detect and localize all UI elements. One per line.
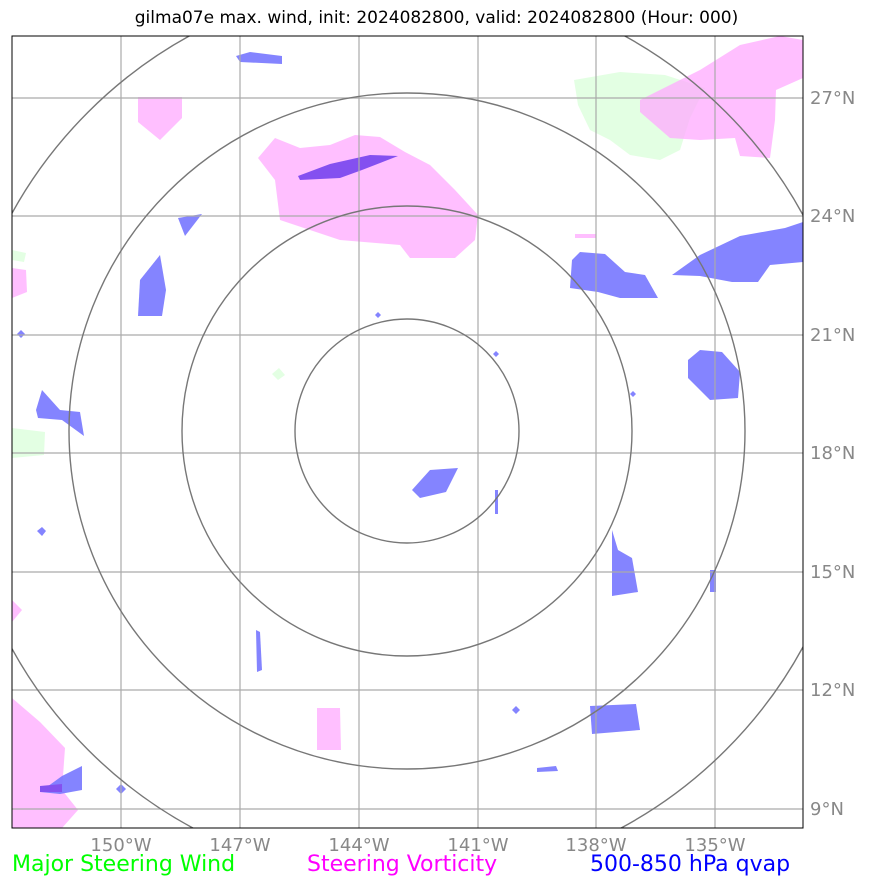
qvap-area	[375, 312, 381, 318]
lat-tick-label: 9°N	[810, 799, 844, 820]
qvap-area	[612, 530, 638, 596]
vorticity-area	[12, 268, 27, 298]
qvap-areas	[17, 52, 803, 794]
lat-tick-labels: 27°N 24°N 21°N 18°N 15°N 12°N 9°N	[810, 88, 855, 820]
lat-tick-label: 12°N	[810, 680, 855, 701]
legend-steering-wind: Major Steering Wind	[12, 852, 236, 877]
vorticity-area	[138, 97, 182, 140]
range-ring	[294, 318, 520, 544]
qvap-area	[37, 527, 46, 536]
range-ring	[181, 205, 633, 657]
lat-tick-label: 15°N	[810, 562, 855, 583]
qvap-area	[688, 350, 740, 400]
qvap-area	[495, 490, 498, 514]
qvap-area	[17, 330, 25, 338]
qvap-area	[36, 390, 84, 436]
vorticity-area	[317, 708, 341, 750]
wind-area	[272, 368, 285, 380]
lon-tick-label: 141°W	[447, 835, 508, 856]
lat-lon-grid	[12, 36, 803, 828]
vorticity-area	[575, 234, 596, 238]
qvap-area	[256, 630, 262, 672]
map-panel	[11, 35, 804, 829]
qvap-area	[298, 155, 398, 180]
range-ring	[68, 92, 746, 770]
qvap-area	[412, 468, 458, 498]
map-title: gilma07e max. wind, init: 2024082800, va…	[134, 8, 739, 28]
lat-tick-label: 21°N	[810, 325, 855, 346]
vorticity-area	[12, 600, 22, 622]
qvap-area	[590, 704, 640, 734]
legend-steering-vorticity: Steering Vorticity	[307, 852, 498, 877]
lon-tick-label: 150°W	[90, 835, 151, 856]
wind-area	[12, 428, 45, 458]
lon-tick-label: 138°W	[565, 835, 626, 856]
wind-area	[12, 250, 26, 262]
qvap-area	[537, 766, 558, 772]
qvap-area	[672, 222, 803, 282]
vorticity-area	[640, 36, 803, 158]
lon-tick-label: 144°W	[328, 835, 389, 856]
qvap-area	[570, 252, 658, 298]
qvap-area	[178, 214, 202, 236]
qvap-area	[512, 706, 520, 714]
vorticity-area	[12, 698, 78, 828]
lon-tick-label: 135°W	[684, 835, 745, 856]
qvap-area	[630, 391, 636, 397]
lon-tick-labels: 150°W 147°W 144°W 141°W 138°W 135°W	[90, 835, 745, 856]
map-frame	[11, 35, 804, 829]
lat-tick-label: 18°N	[810, 443, 855, 464]
legend-qvap: 500-850 hPa qvap	[590, 852, 791, 877]
qvap-area	[40, 784, 62, 792]
lon-tick-label: 147°W	[209, 835, 270, 856]
lat-tick-label: 24°N	[810, 206, 855, 227]
range-rings	[12, 36, 803, 828]
qvap-area	[493, 351, 499, 357]
map-fields	[12, 36, 803, 828]
lat-tick-label: 27°N	[810, 88, 855, 109]
qvap-area	[236, 52, 282, 64]
qvap-area	[138, 255, 166, 316]
